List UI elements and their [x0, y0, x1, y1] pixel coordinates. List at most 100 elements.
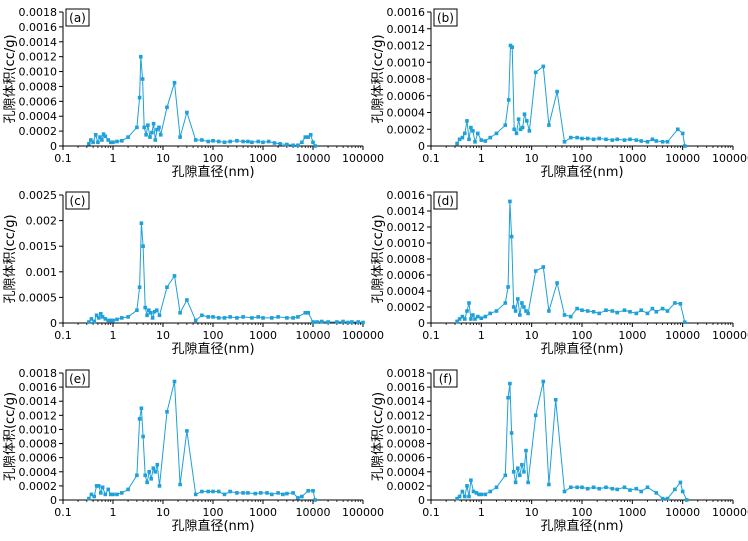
data-point: [473, 317, 477, 321]
data-point: [654, 139, 659, 143]
data-point: [120, 316, 124, 320]
y-tick-label: 0.0008: [19, 438, 58, 451]
data-point: [488, 311, 492, 316]
y-tick-label: 0.0012: [19, 409, 58, 422]
x-tick-label: 100000: [712, 329, 748, 342]
data-point: [457, 317, 462, 321]
data-point: [152, 309, 157, 314]
data-point: [526, 311, 530, 316]
data-point: [222, 492, 227, 497]
data-point: [155, 308, 159, 312]
x-tick-label: 1000: [249, 329, 277, 342]
data-point: [99, 491, 103, 495]
data-point: [141, 434, 145, 439]
panel-label: (b): [437, 11, 454, 25]
data-point: [100, 315, 105, 319]
data-point: [91, 140, 95, 145]
data-point: [597, 311, 601, 316]
x-tick-label: 10: [156, 152, 170, 165]
data-point: [562, 140, 567, 144]
data-point: [522, 112, 527, 116]
data-point: [157, 484, 162, 488]
data-point: [99, 312, 103, 316]
data-point: [615, 310, 619, 315]
data-point: [151, 121, 156, 126]
y-tick-label: 0.0002: [19, 480, 58, 493]
data-point: [306, 311, 310, 315]
data-point: [108, 318, 113, 323]
y-tick-label: 0.0002: [387, 123, 426, 136]
data-point: [474, 491, 479, 495]
data-point: [516, 117, 521, 121]
data-point: [645, 140, 650, 144]
data-point: [103, 317, 108, 321]
data-point: [216, 139, 221, 144]
data-point: [455, 496, 459, 501]
data-point: [610, 309, 615, 313]
data-point: [211, 139, 215, 143]
x-tick-label: 100: [572, 506, 593, 519]
data-point: [165, 285, 169, 289]
data-point: [604, 485, 608, 490]
data-point: [143, 305, 147, 310]
data-point: [291, 143, 295, 148]
x-tick-label: 1000: [249, 152, 277, 165]
y-tick-label: 0.0008: [387, 73, 426, 86]
y-tick-label: 0.0016: [387, 381, 426, 394]
data-point: [172, 80, 177, 85]
panel-label: (d): [437, 194, 454, 208]
data-point: [155, 127, 159, 132]
data-point: [547, 309, 551, 313]
series-line: [456, 381, 688, 501]
data-point: [520, 462, 524, 467]
data-point: [256, 315, 260, 319]
data-point: [291, 316, 295, 320]
data-point: [142, 125, 146, 130]
data-point: [597, 486, 601, 491]
data-point: [147, 308, 151, 312]
y-tick-label: 0.0002: [19, 125, 58, 138]
y-tick-label: 0.0014: [387, 23, 426, 36]
data-point: [604, 137, 608, 142]
data-point: [467, 494, 471, 499]
x-tick-label: 1: [110, 152, 117, 165]
data-point: [272, 141, 277, 145]
data-point: [506, 98, 511, 102]
data-point: [94, 313, 99, 318]
data-point: [522, 470, 526, 474]
data-point: [228, 489, 232, 494]
data-point: [87, 320, 91, 324]
y-axis-label: 孔隙体积(cc/g): [371, 34, 386, 123]
data-point: [654, 491, 659, 495]
data-point: [206, 315, 210, 319]
panel-label: (f): [439, 372, 453, 386]
data-point: [140, 77, 145, 81]
data-point: [120, 491, 124, 495]
data-point: [206, 139, 210, 144]
data-point: [87, 142, 91, 146]
x-tick-label: 100000: [342, 506, 384, 519]
data-point: [516, 297, 520, 301]
panel-label: (c): [70, 194, 86, 208]
data-point: [87, 496, 91, 501]
data-point: [494, 131, 499, 136]
data-point: [106, 138, 110, 142]
data-point: [106, 318, 110, 323]
data-point: [541, 265, 546, 269]
data-point: [315, 320, 319, 324]
data-point: [135, 308, 139, 312]
data-point: [650, 306, 655, 311]
data-point: [155, 462, 160, 467]
data-point: [276, 315, 280, 319]
x-tick-label: 100000: [342, 152, 384, 165]
data-point: [92, 494, 96, 499]
data-point: [508, 381, 512, 386]
data-point: [518, 127, 523, 132]
data-point: [216, 489, 221, 494]
y-tick-label: 0.0002: [387, 301, 426, 314]
x-tick-label: 10: [525, 152, 539, 165]
data-point: [285, 491, 289, 496]
data-point: [261, 140, 265, 145]
data-point: [597, 136, 601, 141]
